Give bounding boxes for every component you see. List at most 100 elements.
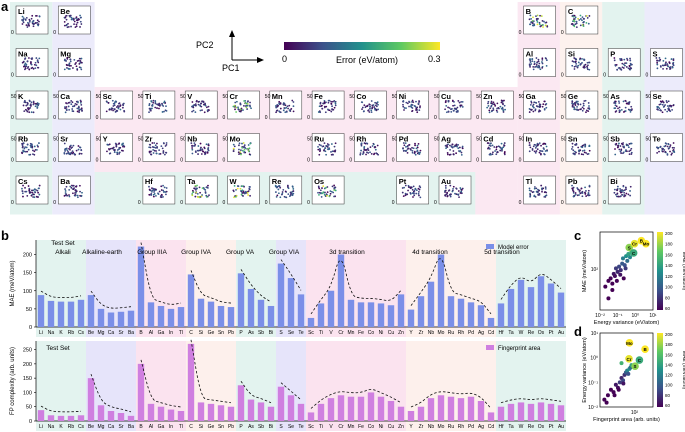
element-symbol: Cr (230, 92, 238, 101)
pca-point (34, 148, 37, 151)
pca-point (457, 194, 460, 196)
y-tick-label: 200 (23, 253, 32, 259)
pca-point (361, 108, 363, 111)
pca-point (614, 104, 617, 107)
pca-point (111, 147, 114, 150)
element-symbol: Zn (483, 92, 493, 101)
category-label: Sc (308, 330, 314, 336)
element-symbol: Sb (610, 135, 620, 144)
pca-point (403, 107, 406, 109)
pca-point (459, 104, 462, 107)
pca-point (413, 189, 416, 192)
pca-point (622, 67, 625, 69)
pca-point (581, 195, 584, 198)
pca-point (202, 150, 205, 153)
pca-point (532, 68, 535, 71)
pca-point (616, 189, 619, 192)
tile-frame (227, 175, 260, 205)
pca-point (248, 147, 251, 150)
pca-point (153, 142, 156, 144)
pca-point (71, 108, 74, 110)
scatter-point (612, 274, 617, 279)
tick-label: 0 (307, 200, 310, 206)
category-label: Fe (358, 330, 364, 336)
pca-point (448, 107, 451, 109)
pca-point (446, 151, 449, 154)
pca-point (543, 20, 545, 23)
pca-point (204, 104, 207, 107)
labeled-point-cr (630, 239, 639, 248)
pca-point (616, 192, 619, 195)
tick-label: 0 (180, 115, 183, 121)
y-axis-title: MAE (meV/atom) (582, 250, 588, 292)
category-label: C (189, 424, 193, 430)
category-label: Ta (508, 330, 514, 336)
pca-point (318, 105, 321, 108)
pca-point (620, 142, 623, 145)
pca-point (233, 184, 236, 187)
pca-point (626, 57, 628, 60)
pca-point (529, 14, 532, 17)
trend-line-via (280, 259, 302, 291)
pca-point (528, 111, 531, 113)
pca-point (630, 153, 633, 155)
scatter-point (612, 393, 617, 398)
tick-label: 0 (434, 200, 437, 206)
pca-point (63, 24, 66, 27)
category-label: Bi (269, 424, 273, 430)
pca-point (447, 106, 449, 109)
pca-point (618, 148, 621, 151)
pca-point (541, 66, 544, 69)
pca-point (334, 150, 336, 153)
bar-li (37, 410, 45, 421)
element-symbol: P (610, 50, 615, 59)
category-label: Ca (108, 330, 115, 336)
pca-point (291, 194, 294, 197)
category-label: Cs (78, 424, 85, 430)
pca-point (70, 64, 72, 67)
tile-frame (565, 90, 599, 120)
pca-point (71, 101, 74, 104)
pca-point (616, 146, 619, 149)
pca-point (539, 14, 541, 17)
category-label: Ga (158, 424, 165, 430)
pca-point (325, 193, 328, 196)
element-symbol: Ni (399, 92, 407, 101)
pca-point (75, 65, 78, 68)
pca-point (368, 103, 371, 106)
pca-point (502, 109, 505, 112)
pca-point (369, 107, 371, 110)
category-label: W (519, 424, 524, 430)
labeled-point-cr (625, 354, 633, 363)
pca-point (278, 110, 281, 113)
pca-point (325, 105, 328, 108)
pca-point (664, 150, 667, 153)
pca-point (319, 149, 322, 152)
pca-point (581, 61, 583, 64)
pca-point (528, 150, 531, 153)
y-tick-label: 50 (26, 307, 32, 313)
tile-frame (227, 90, 260, 120)
pca-point (457, 100, 460, 102)
tile-frame (311, 90, 345, 120)
element-symbol: C (568, 7, 574, 16)
bar-cr (337, 395, 345, 421)
pca-point (628, 101, 631, 104)
pca-point (74, 102, 77, 105)
pca-point (289, 193, 292, 195)
pca-point (235, 111, 238, 113)
pca-point (535, 57, 538, 59)
pca-point (334, 142, 337, 145)
pca-point (26, 21, 29, 24)
bar-s (277, 386, 285, 421)
element-symbol: Cs (18, 177, 28, 186)
pca-point (78, 111, 80, 114)
pca-point (78, 106, 80, 109)
pca-point (64, 148, 67, 151)
pca-point (121, 106, 124, 109)
pca-point (237, 108, 240, 111)
tick-label: 50 (11, 137, 17, 143)
bar-ni (377, 396, 385, 421)
